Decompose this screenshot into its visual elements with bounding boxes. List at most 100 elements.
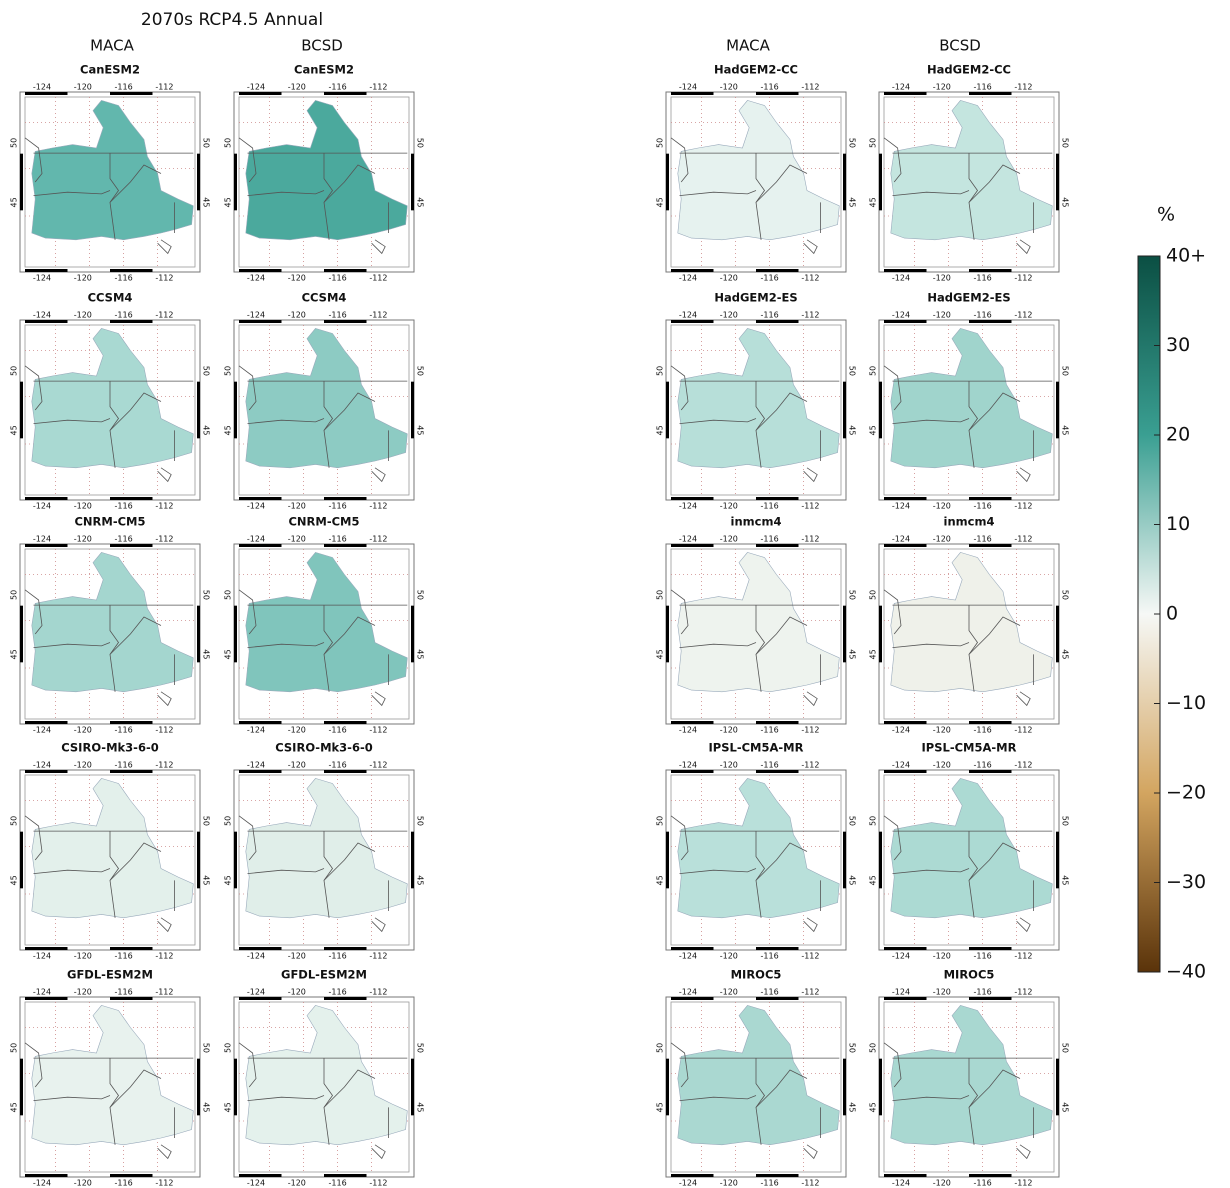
lon-label: -120 bbox=[720, 988, 738, 997]
edge-bar bbox=[197, 1059, 200, 1116]
lon-label: -116 bbox=[115, 988, 133, 997]
map-panel: inmcm4-124-124-120-120-116-116-112-11250… bbox=[869, 515, 1070, 735]
lon-label: -116 bbox=[115, 726, 133, 735]
lon-label: -120 bbox=[720, 952, 738, 961]
lat-label: 50 bbox=[869, 138, 878, 148]
edge-bar bbox=[324, 721, 367, 724]
lon-label: -120 bbox=[74, 761, 92, 770]
edge-bar bbox=[20, 154, 23, 211]
lon-label: -124 bbox=[33, 726, 51, 735]
model-name: inmcm4 bbox=[731, 515, 782, 529]
lon-label: -112 bbox=[369, 502, 387, 511]
edge-bar bbox=[671, 92, 714, 95]
edge-bar bbox=[969, 320, 1012, 323]
lon-label: -120 bbox=[74, 535, 92, 544]
colorbar-label: −10 bbox=[1166, 692, 1206, 714]
edge-bar bbox=[879, 154, 882, 211]
edge-bar bbox=[20, 1059, 23, 1116]
lat-label: 45 bbox=[869, 649, 878, 659]
lat-label: 50 bbox=[224, 816, 233, 826]
colorbar-label: 20 bbox=[1166, 424, 1190, 446]
map-panel: CSIRO-Mk3-6-0-124-124-120-120-116-116-11… bbox=[10, 741, 211, 961]
edge-bar bbox=[239, 770, 282, 773]
edge-bar bbox=[969, 1174, 1012, 1177]
lon-label: -120 bbox=[288, 502, 306, 511]
lat-label: 45 bbox=[416, 875, 425, 885]
lon-label: -112 bbox=[369, 311, 387, 320]
lon-label: -116 bbox=[115, 311, 133, 320]
lon-label: -112 bbox=[1014, 988, 1032, 997]
lon-label: -116 bbox=[115, 535, 133, 544]
lon-label: -116 bbox=[761, 988, 779, 997]
map-panel: HadGEM2-CC-124-124-120-120-116-116-112-1… bbox=[656, 63, 857, 283]
lon-label: -112 bbox=[801, 535, 819, 544]
lat-label: 45 bbox=[848, 425, 857, 435]
lon-label: -124 bbox=[892, 311, 910, 320]
model-name: CanESM2 bbox=[80, 63, 140, 77]
lat-label: 50 bbox=[224, 366, 233, 376]
edge-bar bbox=[20, 382, 23, 439]
lat-label: 45 bbox=[1061, 197, 1070, 207]
lon-label: -124 bbox=[892, 274, 910, 283]
map-panel: CanESM2-124-124-120-120-116-116-112-1125… bbox=[224, 63, 425, 283]
model-name: HadGEM2-CC bbox=[714, 63, 798, 77]
edge-bar bbox=[879, 1059, 882, 1116]
lon-label: -124 bbox=[247, 952, 265, 961]
model-name: CCSM4 bbox=[302, 291, 347, 305]
lon-label: -116 bbox=[974, 952, 992, 961]
lat-label: 45 bbox=[416, 1102, 425, 1112]
model-name: CanESM2 bbox=[294, 63, 354, 77]
edge-bar bbox=[197, 832, 200, 889]
lon-label: -124 bbox=[33, 311, 51, 320]
edge-bar bbox=[884, 497, 927, 500]
lon-label: -116 bbox=[761, 502, 779, 511]
lon-label: -120 bbox=[933, 274, 951, 283]
lat-label: 50 bbox=[10, 366, 19, 376]
map-panel: HadGEM2-CC-124-124-120-120-116-116-112-1… bbox=[869, 63, 1070, 283]
map-panel: CSIRO-Mk3-6-0-124-124-120-120-116-116-11… bbox=[224, 741, 425, 961]
lon-label: -112 bbox=[155, 274, 173, 283]
edge-bar bbox=[969, 947, 1012, 950]
model-name: GFDL-ESM2M bbox=[67, 968, 153, 982]
lon-label: -116 bbox=[974, 535, 992, 544]
edge-bar bbox=[843, 606, 846, 663]
lat-label: 50 bbox=[869, 366, 878, 376]
edge-bar bbox=[843, 154, 846, 211]
edge-bar bbox=[756, 92, 799, 95]
figure-title: 2070s RCP4.5 Annual bbox=[141, 10, 323, 30]
lon-label: -112 bbox=[801, 274, 819, 283]
lat-label: 45 bbox=[869, 1102, 878, 1112]
edge-bar bbox=[411, 382, 414, 439]
edge-bar bbox=[969, 92, 1012, 95]
lat-label: 45 bbox=[848, 875, 857, 885]
lat-label: 45 bbox=[848, 197, 857, 207]
map-panel: HadGEM2-ES-124-124-120-120-116-116-112-1… bbox=[656, 291, 857, 511]
lat-label: 45 bbox=[1061, 649, 1070, 659]
edge-bar bbox=[1056, 154, 1059, 211]
edge-bar bbox=[671, 770, 714, 773]
lat-label: 45 bbox=[656, 875, 665, 885]
lon-label: -120 bbox=[74, 83, 92, 92]
edge-bar bbox=[25, 721, 68, 724]
model-name: CNRM-CM5 bbox=[74, 515, 145, 529]
lon-label: -124 bbox=[679, 952, 697, 961]
lon-label: -120 bbox=[74, 311, 92, 320]
lon-label: -116 bbox=[761, 726, 779, 735]
edge-bar bbox=[197, 606, 200, 663]
lon-label: -116 bbox=[329, 502, 347, 511]
lat-label: 45 bbox=[416, 197, 425, 207]
lon-label: -120 bbox=[288, 311, 306, 320]
lon-label: -124 bbox=[33, 988, 51, 997]
edge-bar bbox=[324, 997, 367, 1000]
lon-label: -116 bbox=[329, 274, 347, 283]
lon-label: -112 bbox=[801, 761, 819, 770]
map-panel: CCSM4-124-124-120-120-116-116-112-112505… bbox=[224, 291, 425, 511]
lon-label: -112 bbox=[369, 274, 387, 283]
lat-label: 45 bbox=[1061, 1102, 1070, 1112]
lon-label: -112 bbox=[801, 952, 819, 961]
lat-label: 45 bbox=[656, 425, 665, 435]
lon-label: -116 bbox=[974, 311, 992, 320]
edge-bar bbox=[756, 1174, 799, 1177]
edge-bar bbox=[20, 606, 23, 663]
edge-bar bbox=[239, 947, 282, 950]
